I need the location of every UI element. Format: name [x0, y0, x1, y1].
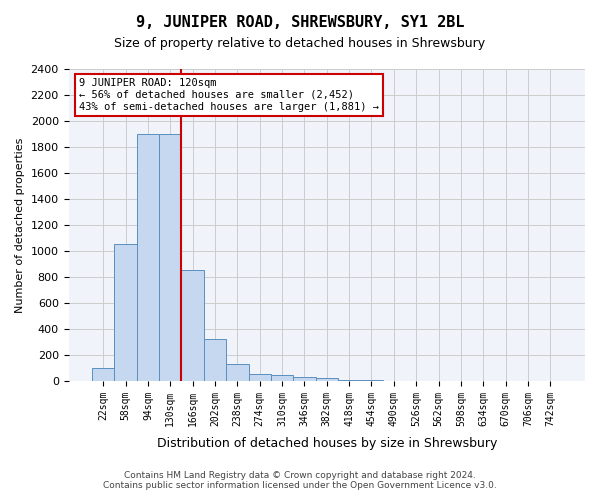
Bar	[159, 134, 181, 381]
Bar	[248, 374, 271, 381]
Text: Contains HM Land Registry data © Crown copyright and database right 2024.
Contai: Contains HM Land Registry data © Crown c…	[103, 470, 497, 490]
Bar	[181, 270, 204, 381]
X-axis label: Distribution of detached houses by size in Shrewsbury: Distribution of detached houses by size …	[157, 437, 497, 450]
Bar	[92, 368, 115, 381]
Y-axis label: Number of detached properties: Number of detached properties	[15, 138, 25, 312]
Bar	[316, 378, 338, 381]
Text: 9, JUNIPER ROAD, SHREWSBURY, SY1 2BL: 9, JUNIPER ROAD, SHREWSBURY, SY1 2BL	[136, 15, 464, 30]
Text: 9 JUNIPER ROAD: 120sqm
← 56% of detached houses are smaller (2,452)
43% of semi-: 9 JUNIPER ROAD: 120sqm ← 56% of detached…	[79, 78, 379, 112]
Bar	[115, 244, 137, 381]
Bar	[338, 380, 361, 381]
Bar	[204, 340, 226, 381]
Bar	[271, 375, 293, 381]
Bar	[137, 134, 159, 381]
Bar	[293, 377, 316, 381]
Bar	[361, 380, 383, 381]
Bar	[226, 364, 248, 381]
Text: Size of property relative to detached houses in Shrewsbury: Size of property relative to detached ho…	[115, 38, 485, 51]
